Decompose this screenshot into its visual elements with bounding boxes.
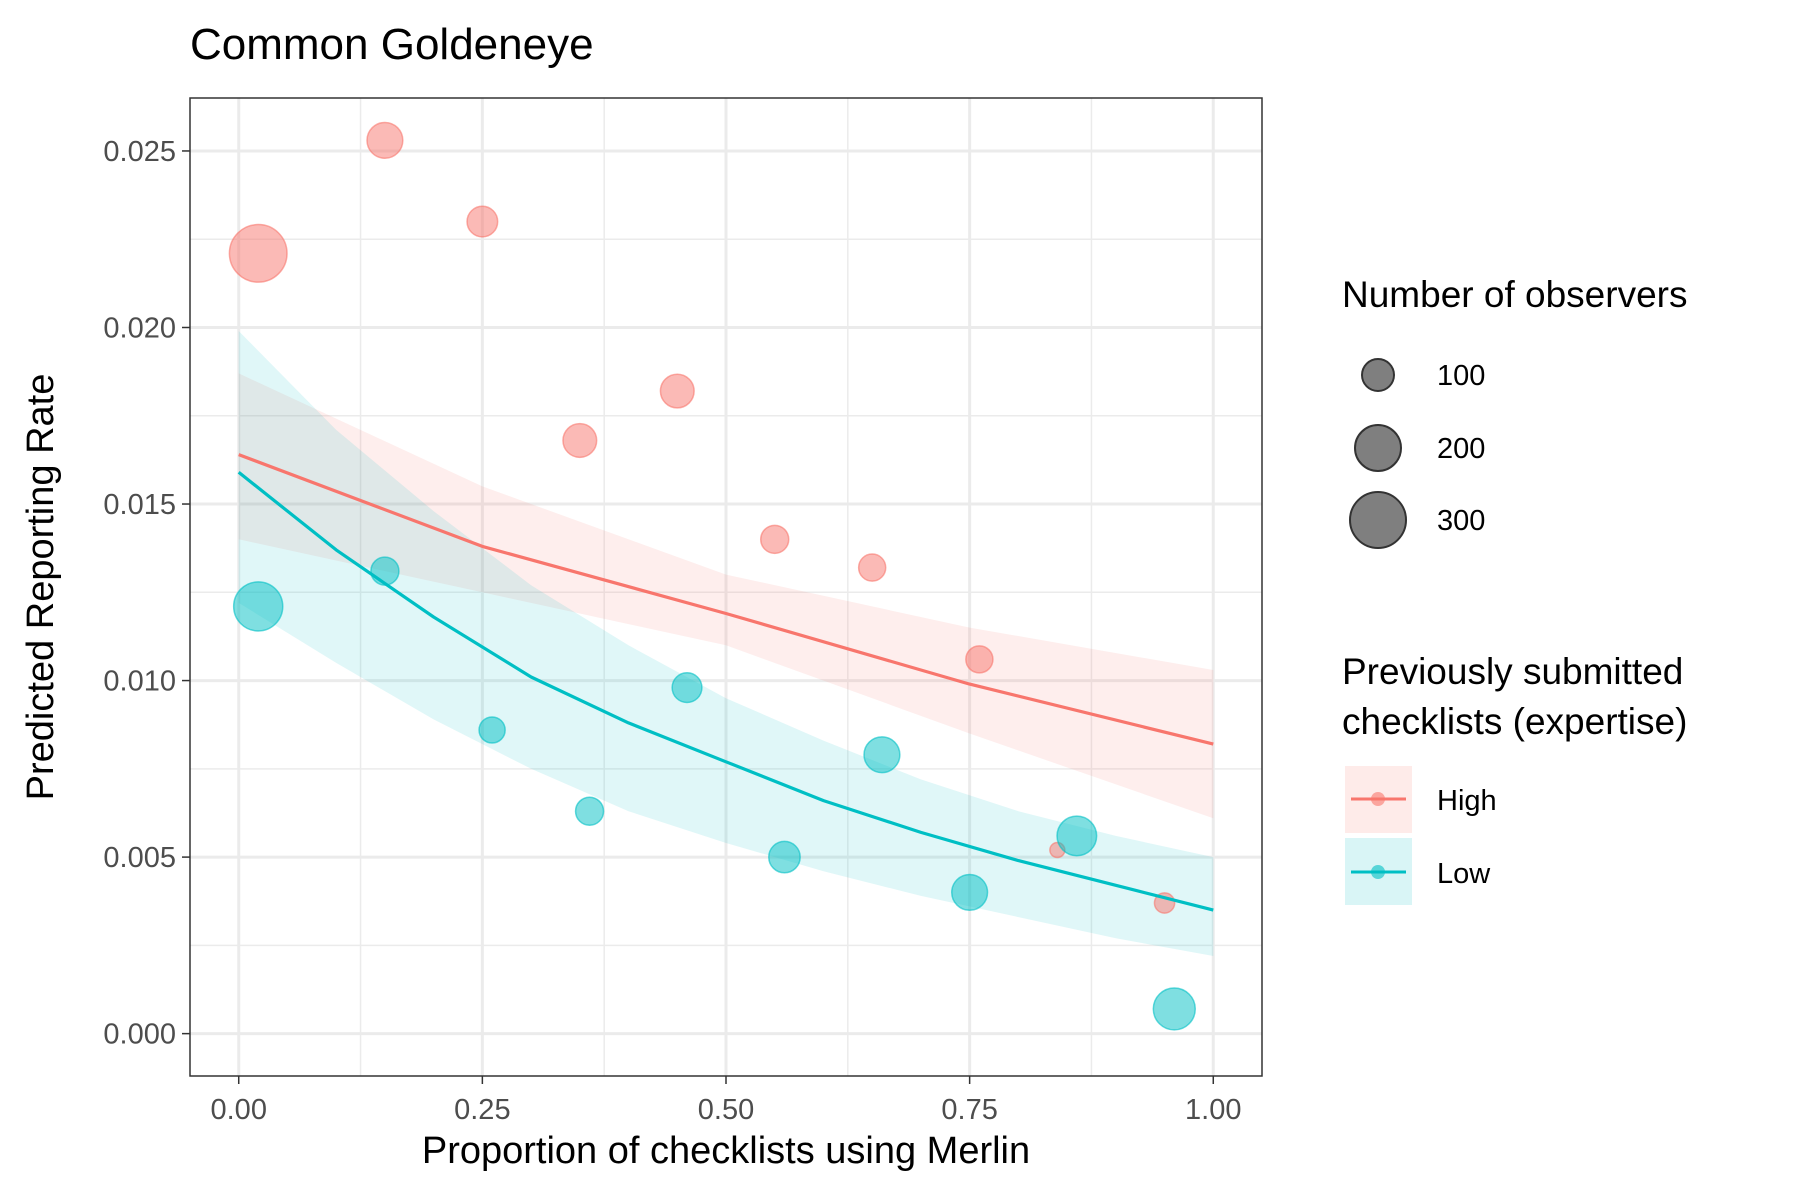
- legend-label-low: Low: [1437, 858, 1491, 890]
- legend-size-label-300: 300: [1437, 505, 1485, 537]
- y-tick-label: 0.005: [103, 842, 176, 874]
- legend-key-low-point: [1371, 865, 1385, 879]
- point-high: [659, 373, 695, 409]
- ribbon-low: [238, 331, 1214, 956]
- legend-size-symbol-300: [1349, 491, 1407, 549]
- chart-title: Common Goldeneye: [190, 20, 594, 69]
- point-low: [232, 581, 284, 632]
- point-high: [466, 205, 499, 238]
- y-tick-label: 0.020: [103, 312, 176, 344]
- point-low: [370, 556, 400, 586]
- plot-area: [189, 97, 1263, 1077]
- point-high: [857, 553, 887, 582]
- data-points: [228, 121, 1197, 1031]
- y-tick-label: 0.015: [103, 489, 176, 521]
- legend-color-title-line2: checklists (expertise): [1342, 701, 1687, 742]
- legend-color: Previously submitted checklists (experti…: [1342, 651, 1687, 905]
- y-axis-ticks: 0.000 0.005 0.010 0.015 0.020 0.025: [103, 136, 190, 1051]
- point-low: [768, 840, 801, 874]
- legend-size-symbol-100: [1361, 358, 1395, 392]
- point-high: [759, 524, 790, 555]
- point-high: [965, 645, 994, 674]
- x-axis-label: Proportion of checklists using Merlin: [422, 1130, 1030, 1172]
- point-low: [950, 873, 989, 912]
- legend-size-symbol-200: [1354, 424, 1402, 472]
- point-low: [478, 716, 506, 744]
- x-tick-label: 1.00: [1185, 1094, 1241, 1126]
- point-low: [671, 671, 703, 704]
- y-tick-label: 0.000: [103, 1019, 176, 1051]
- legend-color-title-line1: Previously submitted: [1342, 651, 1683, 692]
- fit-line-high: [238, 453, 1214, 746]
- point-low: [1152, 987, 1197, 1031]
- legend-key-high-point: [1371, 792, 1385, 806]
- x-axis-ticks: 0.00 0.25 0.50 0.75 1.00: [211, 1076, 1241, 1126]
- grid-major: [190, 98, 1262, 1076]
- x-tick-label: 0.75: [941, 1094, 997, 1126]
- ribbon-high: [238, 373, 1214, 819]
- y-tick-label: 0.010: [103, 666, 176, 698]
- point-high: [228, 223, 288, 283]
- point-low: [1056, 815, 1098, 857]
- y-axis-label: Predicted Reporting Rate: [20, 374, 62, 801]
- legend-label-high: High: [1437, 785, 1497, 817]
- legend-size-label-200: 200: [1437, 433, 1485, 465]
- point-high: [366, 121, 404, 160]
- legend-size-label-100: 100: [1437, 360, 1485, 392]
- x-tick-label: 0.50: [698, 1094, 754, 1126]
- confidence-ribbons: [238, 331, 1214, 956]
- point-high: [562, 422, 598, 459]
- point-low: [863, 736, 901, 774]
- legend-size: Number of observers 100 200 300: [1342, 274, 1687, 549]
- x-tick-label: 0.00: [211, 1094, 267, 1126]
- fit-lines: [237, 453, 1214, 912]
- fit-line-low: [237, 471, 1214, 912]
- x-tick-label: 0.25: [454, 1094, 510, 1126]
- point-low: [574, 796, 605, 826]
- y-tick-label: 0.025: [103, 136, 176, 168]
- legend-size-title: Number of observers: [1342, 274, 1687, 315]
